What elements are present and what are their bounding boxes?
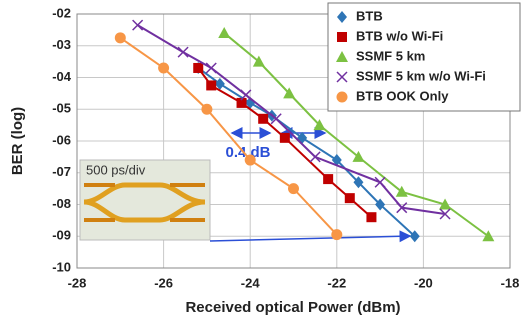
data-point <box>366 212 376 222</box>
y-tick-label: -02 <box>52 5 71 20</box>
data-point <box>206 63 216 73</box>
x-tick-label: -20 <box>414 275 433 290</box>
x-axis-title: Received optical Power (dBm) <box>185 299 400 316</box>
data-point <box>375 177 385 187</box>
data-point <box>288 183 299 194</box>
chart: 0.4 dB 500 ps/div Received optical Power… <box>0 0 526 322</box>
legend-label: BTB OOK Only <box>356 88 449 103</box>
data-point <box>206 80 216 90</box>
x-tick-label: -26 <box>154 275 173 290</box>
data-point <box>218 27 230 38</box>
x-tick-label: -18 <box>501 275 520 290</box>
legend-label: SSMF 5 km w/o Wi-Fi <box>356 68 486 83</box>
y-tick-label: -05 <box>52 101 71 116</box>
x-tick-label: -24 <box>241 275 261 290</box>
x-tick-label: -22 <box>327 275 346 290</box>
x-tick-label: -28 <box>68 275 87 290</box>
data-point <box>323 174 333 184</box>
data-point <box>201 104 212 115</box>
y-tick-label: -07 <box>52 164 71 179</box>
legend-marker <box>337 32 347 42</box>
data-point <box>310 152 320 162</box>
data-point <box>158 62 169 73</box>
y-tick-label: -09 <box>52 228 71 243</box>
data-point <box>280 133 290 143</box>
y-axis-title: BER (log) <box>9 107 26 175</box>
y-tick-label: -06 <box>52 132 71 147</box>
y-tick-label: -10 <box>52 259 71 274</box>
legend-marker <box>337 92 348 103</box>
annotation: 500 ps/div <box>86 162 146 177</box>
y-tick-label: -04 <box>52 69 72 84</box>
legend-label: BTB <box>356 8 383 23</box>
data-point <box>258 114 268 124</box>
data-point <box>178 47 188 57</box>
data-point <box>345 193 355 203</box>
y-tick-label: -03 <box>52 37 71 52</box>
y-tick-label: -08 <box>52 196 71 211</box>
page: {"chart_data": {"type": "line", "x_label… <box>0 0 526 327</box>
data-point <box>331 229 342 240</box>
legend-label: SSMF 5 km <box>356 48 425 63</box>
data-point <box>245 155 256 166</box>
data-point <box>115 32 126 43</box>
legend-label: BTB w/o Wi-Fi <box>356 28 443 43</box>
data-point <box>193 63 203 73</box>
data-point <box>133 20 143 30</box>
